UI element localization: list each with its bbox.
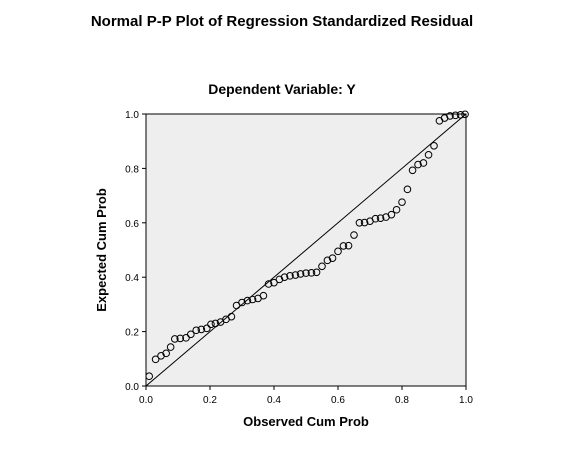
x-axis-ticks: 0.0 0.2 0.4 0.6 0.8 1.0: [139, 386, 473, 406]
data-point: [145, 372, 153, 381]
reference-line: [145, 113, 467, 387]
data-point: [339, 242, 348, 250]
data-points: [145, 110, 469, 381]
data-point: [182, 334, 190, 342]
chart-subtitle: Dependent Variable: Y: [208, 81, 356, 97]
data-point: [355, 219, 364, 227]
data-point: [419, 159, 428, 167]
data-point: [248, 295, 257, 304]
data-point: [456, 111, 465, 119]
data-point: [291, 271, 300, 279]
data-point: [328, 254, 337, 262]
x-tick-label: 0.0: [139, 395, 153, 406]
y-axis-label: Expected Cum Prob: [94, 188, 109, 312]
data-point: [371, 214, 380, 223]
data-point: [203, 324, 211, 333]
data-point: [424, 151, 433, 159]
data-point: [166, 343, 175, 351]
data-point: [344, 241, 353, 250]
data-point: [243, 296, 252, 305]
data-point: [187, 330, 195, 339]
y-tick-label: 0.2: [125, 328, 139, 339]
y-tick-label: 0.8: [125, 164, 139, 175]
data-point: [430, 142, 438, 150]
data-point: [296, 270, 305, 278]
y-tick-label: 0.0: [125, 382, 139, 393]
data-point: [360, 218, 369, 227]
data-point: [446, 112, 454, 120]
data-point: [392, 205, 401, 214]
x-tick-label: 0.2: [203, 395, 217, 406]
data-point: [461, 110, 469, 119]
data-point: [227, 312, 236, 321]
data-point: [280, 273, 289, 282]
data-point: [270, 278, 278, 287]
x-tick-label: 1.0: [459, 395, 473, 406]
data-point: [312, 268, 321, 277]
data-point: [238, 298, 246, 307]
data-point: [318, 262, 326, 271]
data-point: [307, 269, 316, 277]
y-tick-label: 0.6: [125, 219, 139, 230]
data-point: [192, 326, 201, 335]
data-point: [264, 280, 273, 288]
x-axis-label: Observed Cum Prob: [243, 414, 369, 429]
data-point: [275, 275, 284, 284]
y-axis-ticks: 0.0 0.2 0.4 0.6 0.8 1.0: [125, 110, 146, 393]
data-point: [211, 319, 220, 328]
data-point: [334, 247, 342, 256]
data-point: [398, 198, 406, 206]
data-point: [451, 111, 460, 120]
data-point: [350, 231, 358, 239]
data-point: [151, 355, 160, 364]
y-tick-label: 1.0: [125, 110, 139, 121]
data-point: [323, 256, 332, 265]
data-point: [176, 334, 185, 343]
data-point: [162, 349, 170, 358]
x-tick-label: 0.6: [331, 395, 345, 406]
data-point: [259, 291, 268, 300]
data-point: [376, 214, 385, 222]
data-point: [286, 272, 294, 280]
x-tick-label: 0.4: [267, 395, 281, 406]
data-point: [207, 320, 215, 329]
data-point: [302, 269, 310, 277]
data-point: [171, 335, 179, 343]
x-tick-label: 0.8: [395, 395, 409, 406]
data-point: [414, 160, 422, 169]
y-tick-label: 0.4: [125, 273, 139, 284]
chart-title: Normal P-P Plot of Regression Standardiz…: [91, 13, 473, 30]
data-point: [403, 185, 412, 194]
data-point: [387, 210, 396, 219]
data-point: [408, 166, 417, 175]
data-point: [197, 325, 206, 334]
